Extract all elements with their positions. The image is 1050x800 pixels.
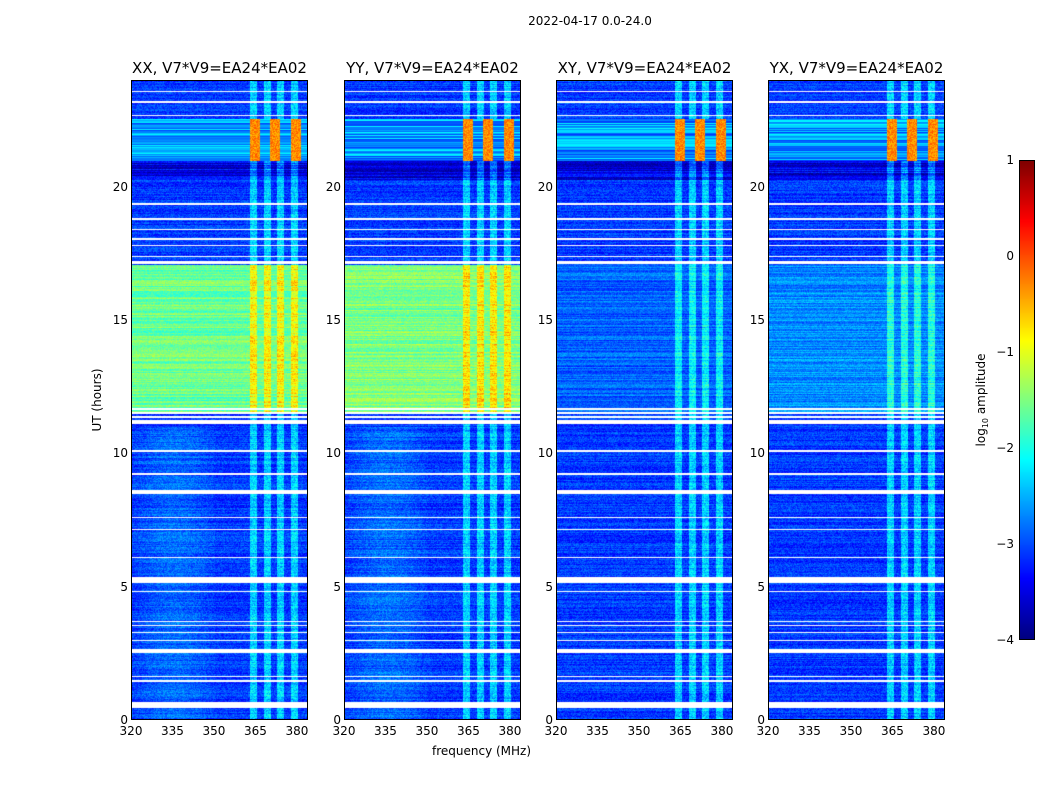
y-tick-label: 5 [545,579,553,594]
spectrogram-panel-2 [556,80,733,720]
y-axis-label: UT (hours) [90,368,104,432]
y-tick-label: 15 [325,313,341,327]
x-tick-label: 335 [798,724,821,738]
x-tick-label: 335 [374,724,397,738]
y-tick-label: 15 [537,313,553,327]
y-tick-label: 10 [537,446,553,461]
x-tick-label: 350 [202,724,226,738]
x-tick-label: 350 [415,724,439,738]
colorbar-tick-label: −4 [996,633,1014,647]
y-tick-label: 20 [112,179,128,194]
y-tick-label: 0 [757,713,765,727]
x-tick-label: 350 [839,724,863,738]
y-tick-label: 10 [112,446,128,461]
x-tick-label: 380 [922,724,946,738]
colorbar-label: log10 amplitude [973,353,991,447]
x-tick-label: 365 [457,724,480,738]
x-tick-label: 380 [498,724,522,738]
y-tick-label: 0 [120,713,128,727]
y-tick-label: 5 [757,579,765,594]
spectrogram-panel-1 [344,80,521,720]
colorbar-tick-label: −3 [996,537,1014,551]
panel-title: YY, V7*V9=EA24*EA02 [346,59,519,77]
x-tick-label: 335 [586,724,609,738]
x-tick-label: 380 [710,724,734,738]
colorbar-tick-label: −1 [996,345,1014,359]
x-tick-label: 320 [756,724,780,738]
spectrogram-panel-3 [768,80,945,720]
y-tick-label: 15 [749,313,765,327]
y-tick-label: 15 [112,313,128,327]
x-tick-label: 380 [285,724,309,738]
spectrogram-image [769,81,944,719]
y-tick-label: 5 [333,579,341,594]
y-tick-label: 20 [749,179,765,194]
y-tick-label: 5 [120,579,128,594]
y-tick-label: 0 [545,713,553,727]
y-tick-label: 20 [325,179,341,194]
panel-title: YX, V7*V9=EA24*EA02 [769,59,944,77]
colorbar-tick-label: −2 [996,441,1014,455]
spectrogram-image [345,81,520,719]
y-tick-label: 10 [749,446,765,461]
y-tick-label: 0 [333,713,341,727]
x-tick-label: 350 [627,724,651,738]
panel-title: XX, V7*V9=EA24*EA02 [132,59,307,77]
x-tick-label: 320 [332,724,356,738]
spectrogram-panel-0 [131,80,308,720]
spectrogram-image [132,81,307,719]
colorbar-tick-label: 1 [1006,153,1014,167]
x-tick-label: 320 [119,724,143,738]
x-tick-label: 365 [244,724,267,738]
spectrogram-image [557,81,732,719]
y-tick-label: 20 [537,179,553,194]
x-tick-label: 365 [881,724,904,738]
colorbar [1019,160,1035,640]
panel-title: XY, V7*V9=EA24*EA02 [557,59,732,77]
colorbar-tick-label: 0 [1006,249,1014,263]
figure-title: 2022-04-17 0.0-24.0 [528,14,652,28]
x-axis-label: frequency (MHz) [432,744,532,758]
x-tick-label: 365 [669,724,692,738]
x-tick-label: 335 [161,724,184,738]
x-tick-label: 320 [544,724,568,738]
y-tick-label: 10 [325,446,341,461]
